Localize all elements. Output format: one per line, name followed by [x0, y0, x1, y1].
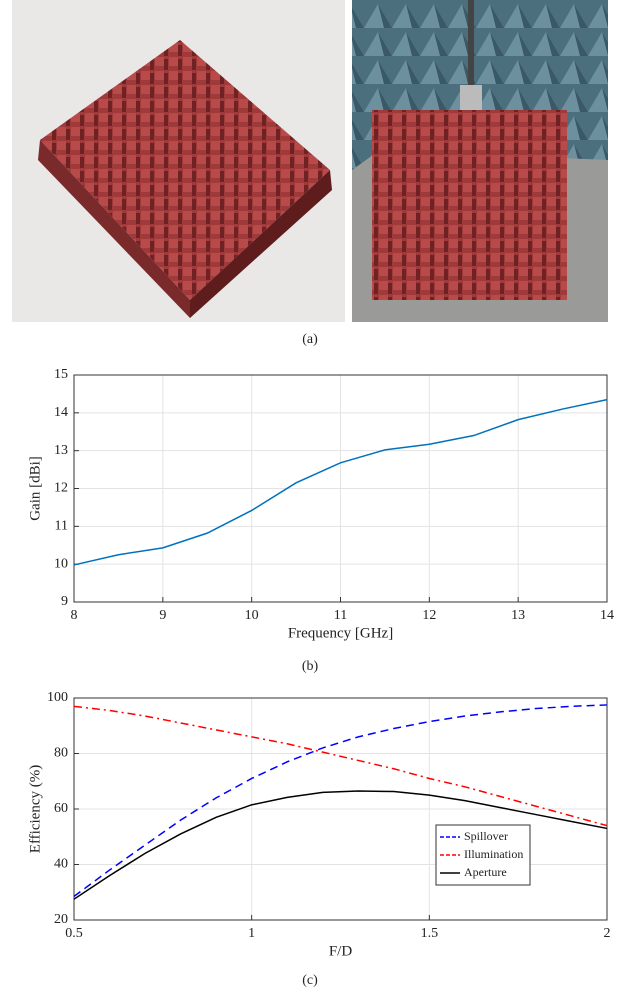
data-line	[73, 705, 608, 827]
photo-right	[352, 0, 608, 322]
y-axis-label: Gain [dBi]	[27, 456, 43, 521]
caption: (c)	[302, 973, 318, 988]
caption: (b)	[302, 659, 319, 674]
x-axis-label: Frequency [GHz]	[288, 625, 393, 641]
y-axis-label: Efficiency (%)	[27, 765, 43, 853]
y-tick-label: 13	[54, 443, 68, 458]
caption: (a)	[302, 332, 318, 347]
y-tick-label: 9	[61, 594, 68, 609]
x-tick-label: 1.5	[421, 926, 439, 941]
data-line	[73, 398, 608, 566]
x-tick-label: 10	[245, 608, 259, 623]
x-tick-label: 12	[422, 608, 436, 623]
axes-box	[73, 374, 608, 603]
y-tick-label: 10	[54, 556, 68, 571]
x-tick-label: 2	[604, 926, 611, 941]
y-tick-label: 20	[54, 912, 68, 927]
y-tick-label: 60	[54, 801, 68, 816]
y-tick-label: 14	[54, 405, 68, 420]
y-tick-label: 40	[54, 857, 68, 872]
x-tick-label: 8	[71, 608, 78, 623]
legend-label: Aperture	[464, 865, 507, 879]
axes-box	[73, 697, 608, 921]
x-tick-label: 13	[511, 608, 525, 623]
y-tick-label: 15	[54, 367, 68, 382]
y-tick-label: 80	[54, 746, 68, 761]
x-tick-label: 1	[248, 926, 255, 941]
x-tick-label: 9	[159, 608, 166, 623]
photo-left	[12, 0, 345, 322]
y-tick-label: 100	[47, 690, 68, 705]
legend-label: Spillover	[464, 829, 508, 843]
x-tick-label: 14	[600, 608, 614, 623]
x-axis-label: F/D	[329, 943, 353, 959]
data-line	[73, 704, 608, 898]
y-tick-label: 12	[54, 481, 68, 496]
x-tick-label: 0.5	[65, 926, 83, 941]
x-tick-label: 11	[334, 608, 347, 623]
legend-label: Illumination	[464, 847, 523, 861]
legend-box	[435, 824, 531, 886]
data-line	[73, 790, 608, 900]
y-tick-label: 11	[55, 519, 68, 534]
